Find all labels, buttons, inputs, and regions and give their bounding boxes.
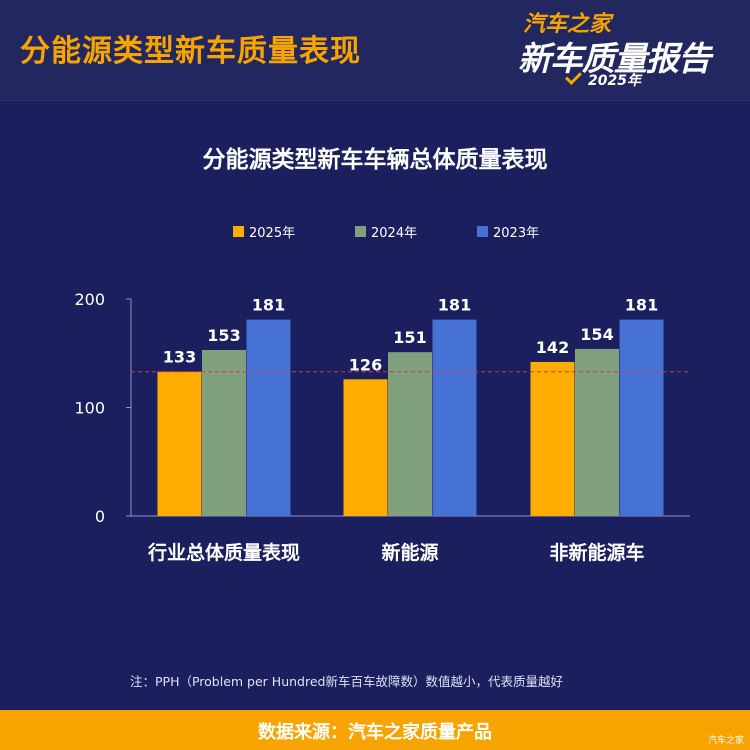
legend-swatch-2023 [477, 226, 488, 237]
chart-title: 分能源类型新车车辆总体质量表现 [202, 147, 548, 173]
bar [202, 349, 246, 516]
data-label: 181 [625, 296, 658, 315]
header-bar: 分能源类型新车质量表现 汽车之家 新车质量报告 2025年 [0, 0, 750, 101]
legend-swatch-2024 [355, 226, 366, 237]
report-logo: 汽车之家 新车质量报告 2025年 [518, 6, 740, 94]
legend-item-2025: 2025年 [233, 222, 295, 241]
bar [388, 352, 432, 516]
data-label: 181 [438, 296, 471, 315]
data-label: 181 [252, 296, 285, 315]
bar [530, 361, 575, 516]
bar [343, 379, 388, 516]
logo-report-title: 新车质量报告 [518, 39, 711, 78]
bar [157, 371, 202, 516]
bar [619, 319, 664, 516]
legend-label-2024: 2024年 [371, 226, 418, 241]
y-tick-label: 100 [74, 399, 105, 418]
category-label: 新能源 [381, 541, 438, 564]
footer-bar: 数据来源：汽车之家质量产品 汽车之家 [0, 710, 750, 750]
bar [246, 319, 291, 516]
logo-brand: 汽车之家 [523, 12, 612, 37]
data-label: 154 [580, 325, 613, 344]
bar [575, 348, 619, 516]
category-label: 非新能源车 [549, 541, 644, 564]
category-label: 行业总体质量表现 [147, 541, 300, 564]
bar-chart: 0 100 200 133 126 142 153 151 154 181 181 181 行业总体质量… [74, 290, 690, 564]
data-label: 126 [349, 355, 382, 374]
footnote: 注：PPH（Problem per Hundred新车百车故障数）数值越小，代表… [130, 674, 563, 689]
y-tick-label: 0 [95, 507, 105, 526]
data-label: 133 [163, 348, 196, 367]
legend-label-2025: 2025年 [249, 226, 296, 241]
legend-swatch-2025 [233, 226, 244, 237]
logo-year: 2025年 [588, 73, 641, 89]
chart-legend: 2025年 2024年 2023年 [0, 222, 750, 244]
legend-item-2023: 2023年 [477, 222, 539, 241]
data-source: 数据来源：汽车之家质量产品 [258, 722, 492, 743]
legend-label-2023: 2023年 [493, 226, 540, 241]
data-label: 151 [393, 328, 426, 347]
data-label: 153 [207, 326, 240, 345]
y-tick-label: 200 [74, 290, 105, 309]
page-title: 分能源类型新车质量表现 [20, 34, 361, 69]
legend-item-2024: 2024年 [355, 222, 417, 241]
bar [432, 319, 477, 516]
watermark: 汽车之家 [707, 736, 744, 746]
data-label: 142 [536, 338, 569, 357]
